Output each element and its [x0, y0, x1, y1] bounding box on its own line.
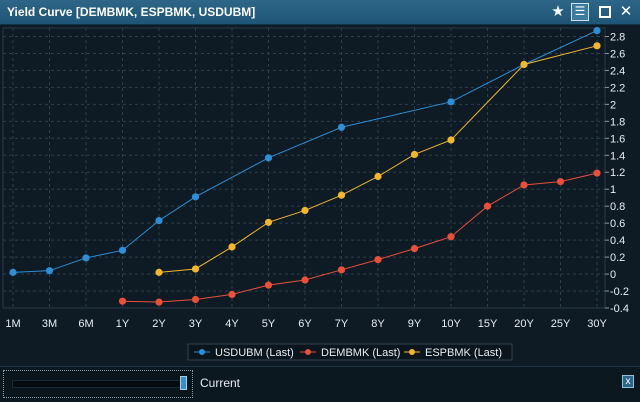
slider-label: Current [200, 376, 241, 390]
data-point [337, 191, 346, 199]
data-point [593, 26, 601, 35]
data-point [447, 136, 455, 144]
x-tick-label: 1M [5, 318, 20, 330]
data-point [228, 290, 236, 299]
data-point [374, 256, 382, 264]
y-tick-label: 2.4 [610, 65, 625, 77]
legend-label: USDUBM (Last) [215, 347, 294, 359]
x-tick-label: 9Y [408, 318, 422, 330]
data-point [483, 202, 492, 210]
y-tick-label: 1.2 [610, 167, 625, 179]
data-point [410, 245, 419, 253]
legend-label: DEMBMK (Last) [321, 347, 400, 359]
chart-grid [2, 27, 606, 309]
y-tick-label: 1.8 [610, 116, 625, 128]
x-tick-label: 20Y [514, 318, 534, 330]
data-point [337, 123, 346, 131]
hamburger-menu-icon[interactable]: ☰ [571, 3, 589, 21]
x-tick-label: 15Y [478, 318, 498, 330]
y-tick-label: 2.6 [610, 48, 625, 60]
data-point [374, 172, 382, 181]
star-icon[interactable]: ★ [551, 3, 565, 20]
y-tick-label: -0.2 [610, 286, 629, 298]
data-point [556, 177, 565, 186]
data-point [9, 268, 17, 276]
data-point [520, 60, 528, 69]
x-tick-label: 25Y [551, 318, 571, 330]
x-tick-label: 30Y [587, 318, 607, 330]
data-point [118, 246, 127, 254]
data-point [447, 98, 455, 106]
chart-series [9, 26, 601, 306]
y-tick-label: 1.6 [610, 133, 625, 145]
data-point [264, 218, 273, 226]
legend-swatch-dot [305, 349, 311, 355]
data-point [82, 254, 90, 262]
data-point [191, 193, 200, 201]
data-point [155, 298, 163, 306]
data-point [301, 206, 309, 215]
data-point [447, 233, 455, 241]
title-bar: Yield Curve [DEMBMK, ESPBMK, USDUBM] ★ ☰… [0, 0, 640, 25]
legend-swatch-dot [409, 349, 415, 355]
series-line [122, 172, 598, 303]
close-icon[interactable]: ✕ [619, 3, 633, 20]
data-point [520, 181, 528, 189]
x-axis-ticks: 1M 3M 6M 1Y 2Y 3Y 4Y 5Y 6Y 7Y 8Y 9Y 10Y 15Y 20Y 25Y 30Y [5, 318, 607, 330]
x-tick-label: 3M [42, 318, 57, 330]
y-axis-ticks: 2.8 2.6 2.4 2.2 2 1.8 1.6 1.4 1.2 1 0.8 0.6 0.4 0.2 0 -… [605, 31, 629, 315]
y-tick-label: 2.2 [610, 82, 625, 94]
data-point [118, 297, 127, 305]
y-tick-label: 0.4 [610, 235, 625, 247]
data-point [191, 295, 200, 304]
footer-bar: Current x [0, 366, 640, 402]
x-tick-label: 4Y [225, 318, 239, 330]
data-point [301, 276, 309, 284]
legend-box [187, 343, 513, 361]
data-point [45, 267, 54, 275]
maximize-icon[interactable] [596, 3, 614, 21]
window-title: Yield Curve [DEMBMK, ESPBMK, USDUBM] [7, 5, 256, 19]
data-point [228, 243, 236, 251]
x-tick-label: 3Y [189, 318, 203, 330]
x-tick-label: 7Y [335, 318, 349, 330]
chart-svg: 2.8 2.6 2.4 2.2 2 1.8 1.6 1.4 1.2 1 0.8 0.6 0.4 0.2 0 -… [2, 26, 629, 361]
y-tick-label: 1.4 [610, 150, 625, 162]
data-point [191, 265, 200, 273]
x-tick-label: 1Y [116, 318, 130, 330]
time-slider[interactable] [3, 370, 193, 398]
data-point [593, 42, 601, 50]
slider-thumb[interactable] [180, 376, 187, 390]
data-point [410, 150, 419, 159]
x-tick-label: 5Y [262, 318, 276, 330]
chart-legend[interactable]: USDUBM (Last) DEMBMK (Last) ESPBMK (Last) [187, 343, 513, 361]
y-tick-label: 2.8 [610, 31, 625, 43]
data-point [337, 266, 346, 274]
legend-swatch-dot [199, 349, 205, 355]
y-tick-label: 0 [610, 269, 616, 281]
y-tick-label: 1 [610, 184, 616, 196]
y-tick-label: 0.8 [610, 201, 625, 213]
slider-bar[interactable] [12, 380, 184, 388]
x-tick-label: 6Y [298, 318, 312, 330]
data-point [155, 268, 163, 276]
data-point [155, 217, 163, 225]
data-point [264, 154, 273, 162]
x-tick-label: 10Y [441, 318, 461, 330]
footer-close-button[interactable]: x [622, 375, 634, 388]
data-point [593, 169, 601, 177]
x-tick-label: 6M [78, 318, 93, 330]
y-tick-label: 0.2 [610, 252, 625, 264]
x-tick-label: 2Y [152, 318, 166, 330]
legend-label: ESPBMK (Last) [425, 347, 502, 359]
yield-curve-chart: 2.8 2.6 2.4 2.2 2 1.8 1.6 1.4 1.2 1 0.8 0.6 0.4 0.2 0 -… [0, 25, 640, 365]
x-tick-label: 8Y [371, 318, 385, 330]
y-tick-label: 0.6 [610, 218, 625, 230]
data-point [264, 281, 273, 289]
y-tick-label: -0.4 [610, 303, 629, 315]
y-tick-label: 2 [610, 99, 616, 111]
